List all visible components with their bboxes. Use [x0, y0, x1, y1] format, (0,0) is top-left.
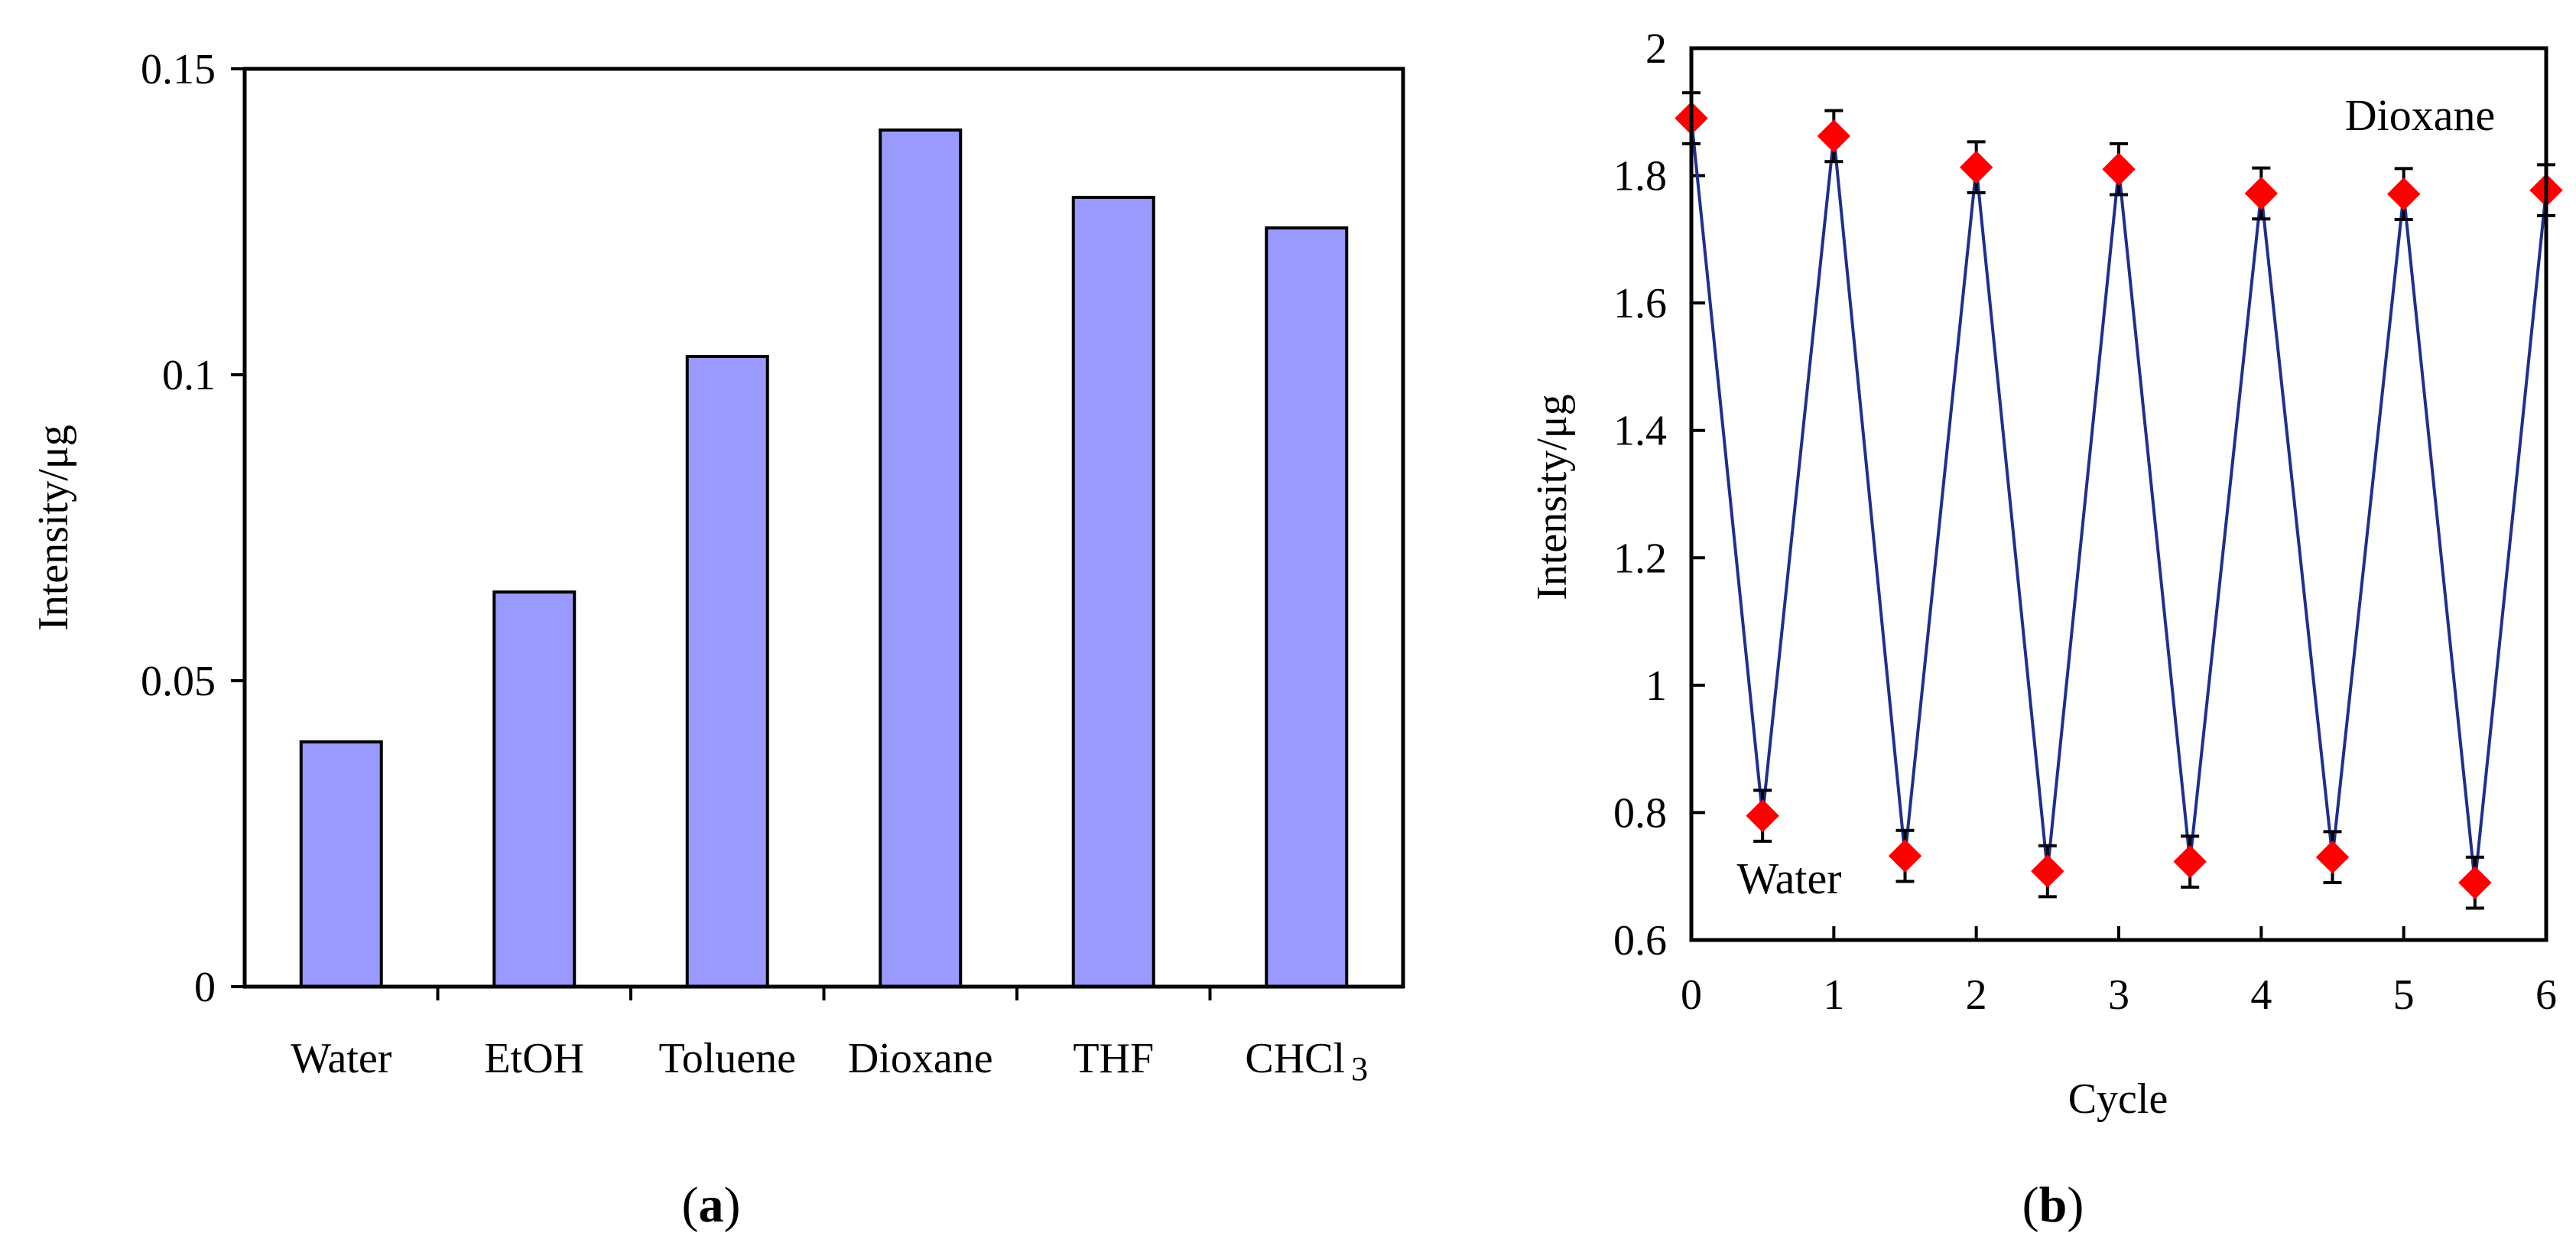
panel-b-x-tick-label: 3: [2108, 971, 2129, 1019]
panel-b-x-tick-label: 1: [1823, 971, 1844, 1019]
panel-a-plot-frame: [242, 67, 1405, 989]
panel-a-bar: [1265, 226, 1349, 988]
panel-b-data-point: [2244, 177, 2279, 210]
panel-a-y-tick-label: 0: [194, 964, 216, 1011]
panel-b-data-point: [2173, 844, 2207, 879]
panel-b-data-point: [1746, 799, 1779, 833]
panel-b-caption-letter: b: [2039, 1177, 2068, 1233]
panel-b-annotation-water: Water: [1736, 854, 1841, 903]
panel-a-y-tick-label: 0.15: [141, 46, 216, 93]
panel-b-data-point: [1888, 839, 1922, 873]
panel-b-y-tick-label: 2: [1645, 25, 1667, 73]
panel-a-category-label: EtOH: [484, 1035, 584, 1082]
panel-a-bar: [685, 355, 769, 988]
panel-b-data-point: [2031, 854, 2064, 888]
panel-a-bar: [1071, 196, 1155, 988]
panel-a-y-tick-label: 0.05: [141, 658, 216, 705]
panel-b-y-tick-label: 1: [1645, 662, 1667, 710]
panel-a-caption-open: (: [682, 1177, 699, 1233]
panel-a-category-text: Water: [291, 1035, 392, 1082]
panel-a-category-text: THF: [1073, 1035, 1154, 1082]
panel-a-caption-letter: a: [699, 1177, 724, 1233]
panel-b-y-tick-label: 1.8: [1613, 153, 1667, 200]
panel-b-x-tick-label: 5: [2393, 971, 2415, 1019]
panel-b-x-tick-label: 2: [1966, 971, 1987, 1019]
panel-a-y-axis-label: Intensity/μg: [30, 424, 77, 631]
panel-a-caption-close: ): [724, 1177, 741, 1233]
panel-a-category-text: CHCl: [1245, 1035, 1345, 1082]
panel-b-x-tick-label: 6: [2535, 971, 2557, 1019]
panel-a-caption: (a): [682, 1177, 741, 1233]
panel-a-bar: [299, 740, 383, 988]
panel-b-x-tick-label: 4: [2250, 971, 2272, 1019]
panel-b-data-point: [2458, 866, 2492, 899]
panel-b-data-point: [2102, 152, 2136, 186]
panel-a-marks: 0 0.05 0.1 0.15 Water EtOH Toluene Dioxane THF CH…: [141, 46, 1368, 1088]
panel-b-y-tick-label: 1.2: [1613, 535, 1667, 582]
panel-a-bar: [492, 590, 577, 988]
panel-b-annotation-dioxane: Dioxane: [2345, 90, 2496, 140]
panel-a-category-text: EtOH: [484, 1035, 584, 1082]
panel-a-category-text: Dioxane: [848, 1035, 993, 1082]
panel-a-bar: [879, 128, 963, 988]
panel-b-plot-frame: [1689, 46, 2548, 942]
panel-b-marks: 0.6 0.8 1 1.2 1.4 1.6 1.8 2 0 1 2 3 4 5 6: [1613, 25, 2563, 1019]
panel-b-y-tick-label: 0.8: [1613, 789, 1667, 837]
panel-b-data-point: [1959, 151, 1993, 184]
panel-a-y-tick-label: 0.1: [162, 352, 216, 399]
panel-b-line-chart: 0.6 0.8 1 1.2 1.4 1.6 1.8 2 0 1 2 3 4 5 6 Intensity/μg…: [1528, 25, 2563, 1233]
panel-b-caption: (b): [2022, 1177, 2084, 1233]
panel-a-category-label: Dioxane: [848, 1035, 993, 1082]
panel-b-y-tick-label: 1.4: [1613, 408, 1667, 455]
panel-a-category-label: CHCl 3: [1245, 1035, 1368, 1088]
panel-b-y-tick-label: 0.6: [1613, 917, 1667, 964]
panel-a-category-label: Toluene: [658, 1035, 796, 1082]
panel-a-category-label: THF: [1073, 1035, 1154, 1082]
panel-b-data-point: [2386, 177, 2421, 211]
panel-b-y-axis-label: Intensity/μg: [1528, 394, 1576, 600]
panel-b-data-point: [1817, 119, 1851, 153]
panel-a-bar-chart: 0 0.05 0.1 0.15 Water EtOH Toluene Dioxane THF CH…: [30, 46, 1405, 1233]
panel-b-caption-close: ): [2067, 1177, 2084, 1233]
panel-b-x-tick-label: 0: [1681, 971, 1702, 1019]
panel-b-y-tick-label: 1.6: [1613, 280, 1667, 327]
panel-b-series-line: [1690, 118, 2548, 883]
panel-a-category-subscript: 3: [1351, 1050, 1368, 1088]
panel-b-caption-open: (: [2022, 1177, 2039, 1233]
panel-b-x-axis-label: Cycle: [2068, 1075, 2168, 1123]
panel-b-data-point: [2315, 841, 2350, 874]
panel-a-category-label: Water: [291, 1035, 392, 1082]
panel-a-category-text: Toluene: [658, 1035, 796, 1082]
